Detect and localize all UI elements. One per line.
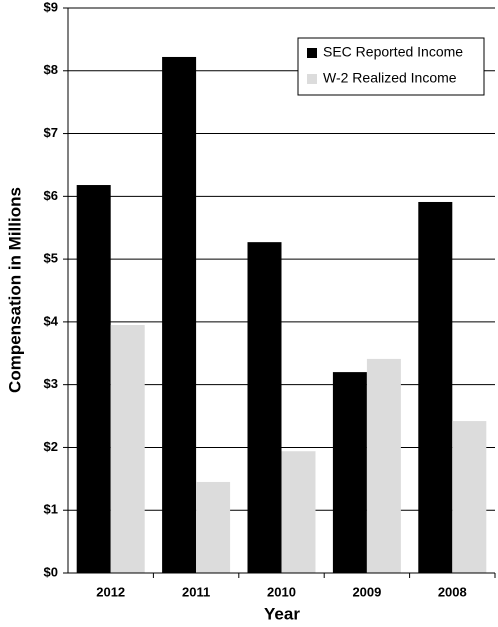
y-tick-label: $2 bbox=[44, 439, 58, 454]
y-tick-label: $5 bbox=[44, 251, 58, 266]
bar bbox=[332, 372, 367, 573]
x-tick-label: 2011 bbox=[182, 584, 210, 599]
bar bbox=[76, 185, 111, 574]
bar bbox=[196, 481, 231, 573]
bar bbox=[418, 201, 453, 573]
legend-swatch bbox=[307, 74, 317, 84]
bar bbox=[281, 451, 316, 573]
y-tick-label: $4 bbox=[44, 313, 59, 328]
y-tick-label: $3 bbox=[44, 376, 58, 391]
x-tick-label: 2008 bbox=[438, 584, 467, 599]
x-tick-label: 2012 bbox=[96, 584, 125, 599]
x-tick-label: 2009 bbox=[352, 584, 381, 599]
y-tick-label: $7 bbox=[44, 125, 58, 140]
bar bbox=[452, 421, 487, 573]
x-tick-label: 2010 bbox=[267, 584, 296, 599]
y-tick-label: $0 bbox=[44, 564, 58, 579]
x-axis-label: Year bbox=[264, 604, 300, 623]
bar bbox=[162, 56, 197, 573]
legend-box bbox=[297, 37, 485, 96]
legend-label: W-2 Realized Income bbox=[323, 70, 457, 86]
legend-swatch bbox=[307, 48, 317, 58]
y-tick-label: $6 bbox=[44, 188, 58, 203]
y-tick-label: $8 bbox=[44, 62, 58, 77]
y-axis-label: Compensation in Millions bbox=[5, 187, 24, 393]
bar bbox=[247, 242, 282, 573]
bar bbox=[110, 325, 145, 573]
y-tick-label: $9 bbox=[44, 0, 58, 14]
y-tick-label: $1 bbox=[44, 502, 58, 517]
legend-label: SEC Reported Income bbox=[323, 44, 463, 60]
bar bbox=[366, 358, 401, 573]
